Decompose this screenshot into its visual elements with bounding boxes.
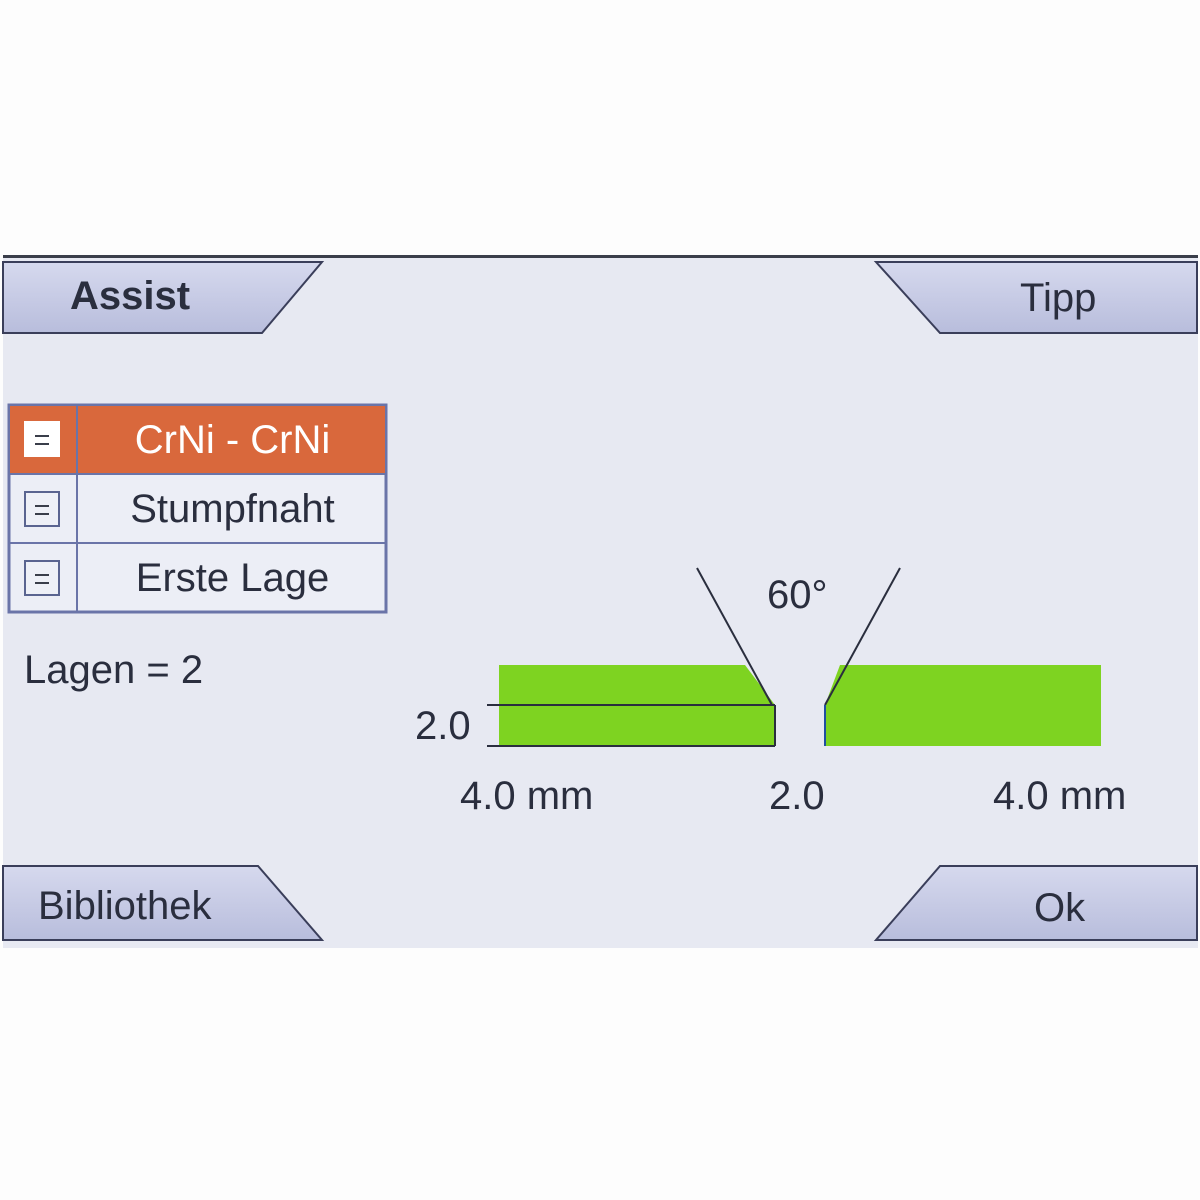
- list-icon: [24, 491, 60, 527]
- list-item-label: Erste Lage: [135, 556, 330, 600]
- list-icon: [24, 421, 60, 457]
- root-face-label: 2.0: [415, 704, 471, 748]
- tipp-label: Tipp: [1020, 276, 1097, 320]
- assist-button[interactable]: [2, 261, 325, 334]
- left-thickness-label: 4.0 mm: [460, 774, 594, 818]
- gap-label: 2.0: [769, 774, 825, 818]
- bibliothek-label: Bibliothek: [38, 884, 212, 928]
- left-bevel-line: [696, 567, 773, 706]
- tipp-button[interactable]: [873, 261, 1198, 334]
- ok-label: Ok: [1034, 886, 1086, 930]
- list-item-label: Stumpfnaht: [130, 487, 335, 531]
- bibliothek-button[interactable]: [2, 865, 325, 941]
- list-row-selected-bg: [10, 406, 385, 473]
- layers-text: Lagen = 2: [24, 648, 204, 692]
- list-icon: [24, 560, 60, 596]
- assist-label: Assist: [70, 274, 191, 318]
- right-plate: [825, 665, 1101, 746]
- ok-button[interactable]: [873, 865, 1198, 941]
- angle-label: 60°: [767, 573, 828, 617]
- right-thickness-label: 4.0 mm: [993, 774, 1127, 818]
- list-item-label: CrNi - CrNi: [134, 418, 331, 462]
- right-bevel-line: [824, 567, 901, 706]
